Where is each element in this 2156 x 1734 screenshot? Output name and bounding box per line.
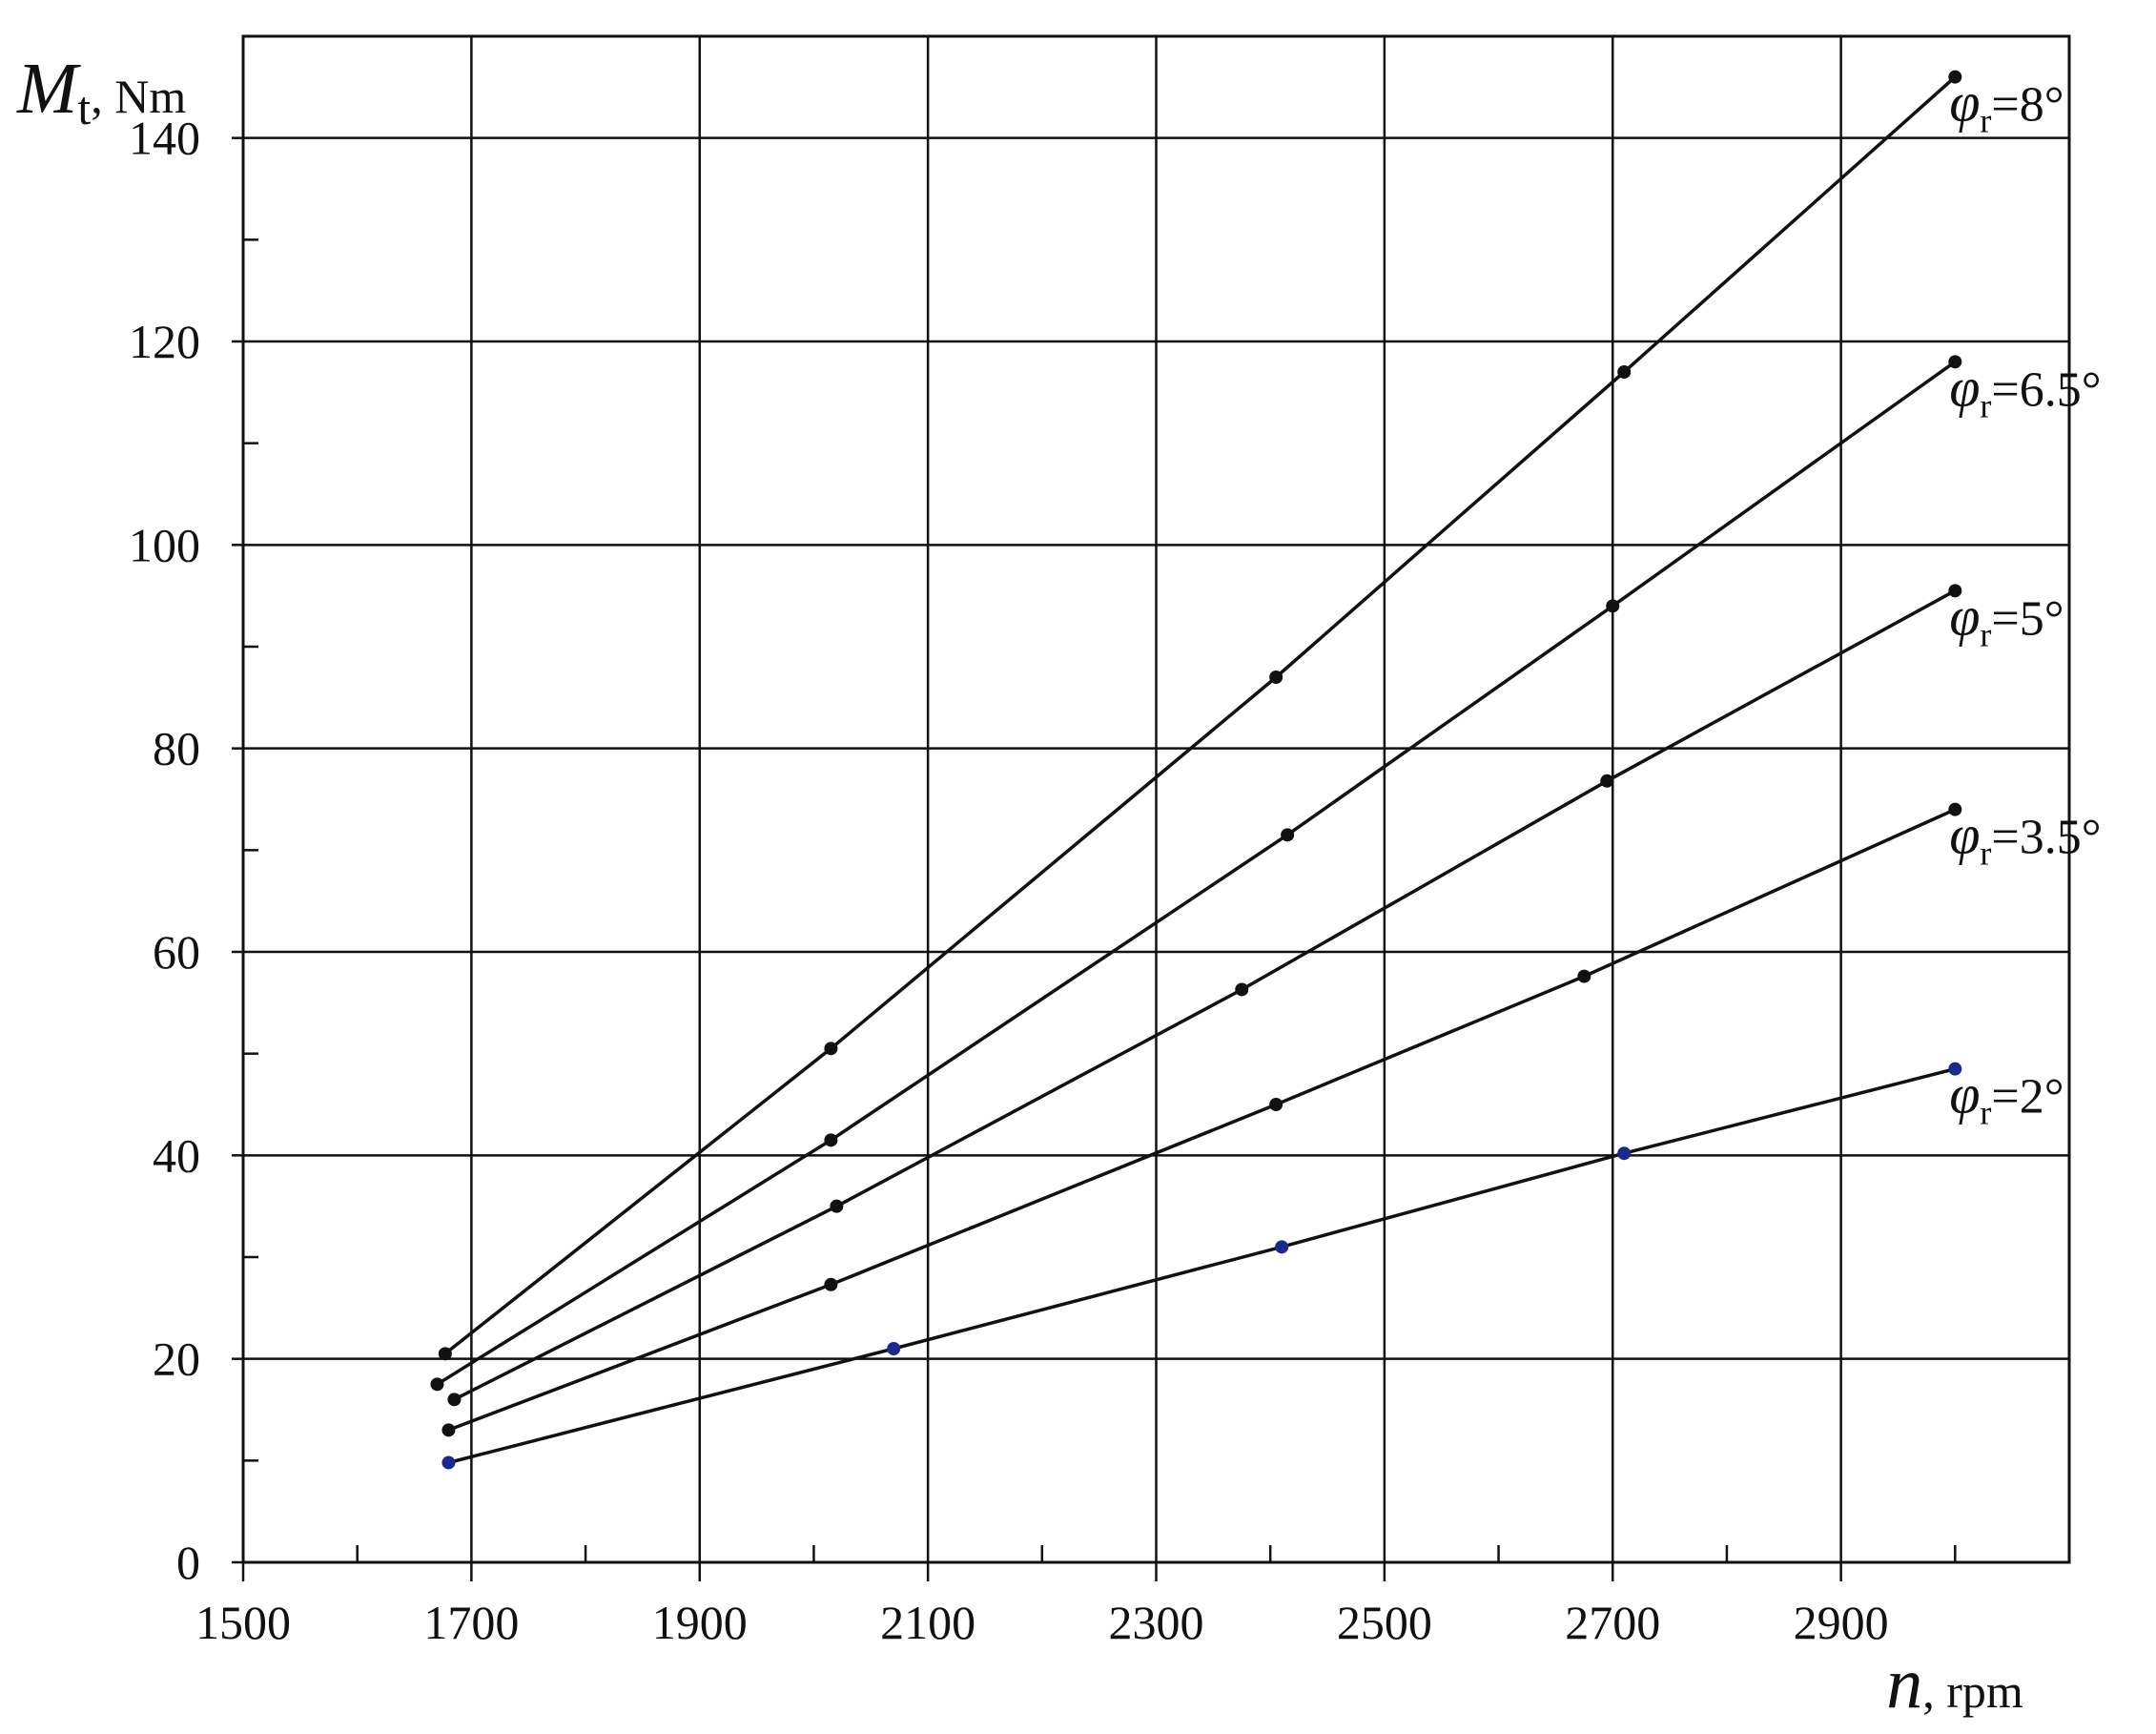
x-tick-labels: 1500 1700 1900 2100 2300 2500 2700 2900 <box>195 1596 1889 1649</box>
grid <box>243 36 2069 1562</box>
x-tick-label: 1900 <box>652 1596 748 1649</box>
minor-ticks <box>232 136 1957 1581</box>
data-point <box>1617 1146 1632 1161</box>
data-point <box>824 1277 838 1291</box>
series-label: φr=2° <box>1949 1063 2064 1132</box>
series-label: φr=3.5° <box>1949 804 2101 873</box>
series-label: φr=6.5° <box>1949 356 2101 424</box>
x-tick-label: 2900 <box>1794 1596 1889 1649</box>
series-label: φr=5° <box>1949 585 2064 653</box>
data-point <box>1948 584 1962 598</box>
data-point <box>438 1347 452 1361</box>
x-tick-label: 2700 <box>1565 1596 1660 1649</box>
data-point <box>824 1133 838 1147</box>
data-point <box>1577 969 1591 983</box>
series-line <box>453 588 1957 1401</box>
data-point <box>1269 671 1283 684</box>
y-tick-label: 40 <box>153 1128 200 1182</box>
x-tick-label: 2100 <box>880 1596 975 1649</box>
x-axis-label: n, rpm <box>1886 1643 2023 1724</box>
data-point <box>441 1455 456 1470</box>
data-point <box>447 1393 462 1407</box>
data-point <box>1600 774 1614 788</box>
data-point <box>830 1199 844 1213</box>
data-point <box>1948 802 1962 816</box>
data-point <box>1269 1098 1283 1111</box>
y-tick-label: 0 <box>176 1536 200 1589</box>
data-point <box>441 1423 456 1437</box>
y-tick-label: 100 <box>129 518 200 571</box>
x-tick-label: 1700 <box>423 1596 519 1649</box>
series-labels: φr=8° φr=6.5° φr=5° φr=3.5° φr=2° <box>1949 72 2101 1132</box>
data-point <box>1606 599 1620 613</box>
x-tick-label: 1500 <box>195 1596 291 1649</box>
series-lines <box>430 70 1962 1470</box>
data-point <box>1948 1062 1962 1076</box>
series-line <box>447 808 1957 1432</box>
data-point <box>1948 70 1962 84</box>
data-point <box>887 1342 901 1355</box>
x-tick-label: 2500 <box>1337 1596 1432 1649</box>
y-tick-label: 60 <box>153 925 200 979</box>
data-point <box>1281 828 1295 842</box>
data-point <box>1235 982 1249 997</box>
series-line <box>436 360 1957 1386</box>
data-point <box>1275 1240 1289 1254</box>
y-tick-label: 80 <box>153 722 200 775</box>
x-tick-label: 2300 <box>1109 1596 1204 1649</box>
y-tick-label: 120 <box>129 315 200 368</box>
y-axis-label: Mt, Nm <box>16 49 186 134</box>
y-tick-label: 140 <box>129 112 200 165</box>
data-point <box>1948 355 1962 369</box>
data-point <box>430 1377 444 1392</box>
series-line <box>447 1067 1956 1465</box>
series-label: φr=8° <box>1949 72 2064 140</box>
data-point <box>824 1042 838 1056</box>
y-tick-label: 20 <box>153 1332 200 1386</box>
y-tick-labels: 0 20 40 60 80 100 120 140 <box>129 112 200 1589</box>
data-point <box>1617 365 1632 379</box>
